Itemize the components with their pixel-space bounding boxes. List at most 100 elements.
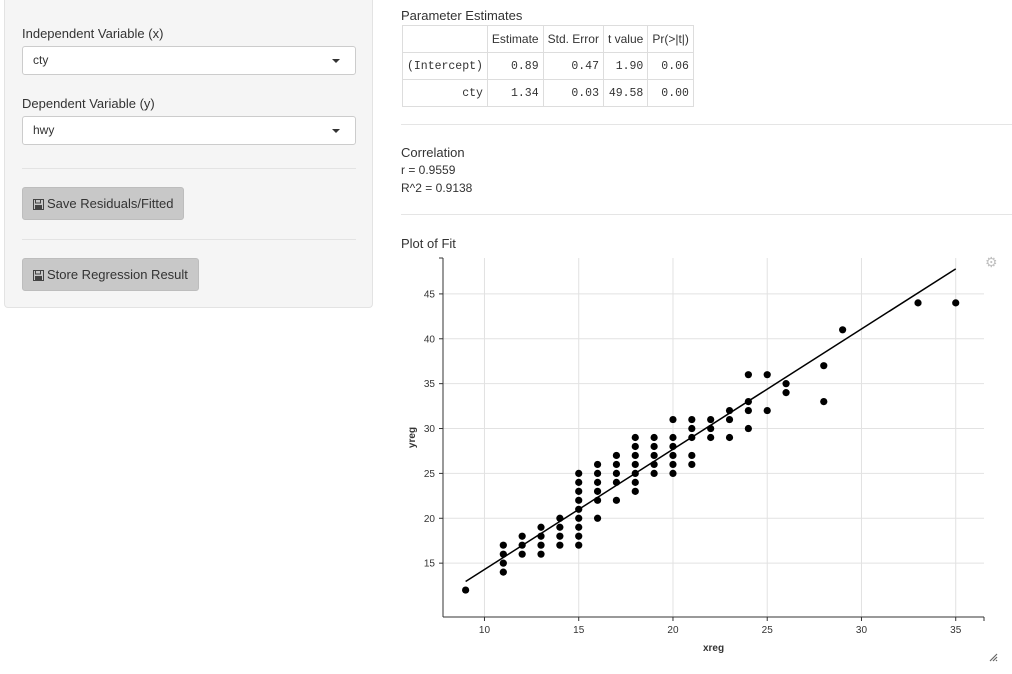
chevron-down-icon xyxy=(332,59,340,63)
save-residuals-button[interactable]: Save Residuals/Fitted xyxy=(22,187,185,221)
y-axis-title: yreg xyxy=(407,427,418,448)
y-variable-label: Dependent Variable (y) xyxy=(22,96,155,111)
data-point xyxy=(669,451,677,460)
correlation-r-squared: R^2 = 0.9138 xyxy=(401,181,473,195)
parameter-estimates-table: Estimate Std. Error t value Pr(>|t|) (In… xyxy=(402,25,694,107)
data-point xyxy=(744,406,752,415)
table-cell: 0.06 xyxy=(647,52,694,80)
data-point xyxy=(707,424,715,433)
data-point xyxy=(593,478,602,486)
data-point xyxy=(537,550,545,558)
x-variable-select[interactable]: cty xyxy=(22,46,356,75)
divider xyxy=(22,239,356,240)
y-tick-label: 40 xyxy=(424,334,436,345)
data-point xyxy=(669,469,677,477)
data-point xyxy=(575,469,583,477)
data-point xyxy=(650,451,658,460)
chevron-down-icon xyxy=(332,129,340,133)
data-point xyxy=(820,362,828,370)
data-point xyxy=(707,415,715,424)
data-point xyxy=(575,505,583,513)
table-cell: (Intercept) xyxy=(402,52,488,80)
data-point xyxy=(669,415,677,424)
data-point xyxy=(556,523,564,531)
data-point xyxy=(631,469,639,477)
table-row: cty 1.34 0.03 49.58 0.00 xyxy=(402,79,694,107)
resize-handle-icon[interactable] xyxy=(989,653,998,662)
data-point xyxy=(462,586,470,594)
data-point xyxy=(631,478,639,486)
data-point xyxy=(631,433,639,442)
table-header: Pr(>|t|) xyxy=(647,25,694,53)
data-point xyxy=(537,523,545,531)
parameter-estimates-title: Parameter Estimates xyxy=(401,8,523,23)
data-point xyxy=(744,424,752,433)
divider xyxy=(401,124,1012,125)
table-cell: 1.34 xyxy=(486,79,544,107)
data-point xyxy=(575,523,583,531)
table-cell: 0.47 xyxy=(542,52,604,80)
correlation-title: Correlation xyxy=(401,145,465,160)
plot-title: Plot of Fit xyxy=(401,236,456,251)
data-point xyxy=(688,415,696,424)
divider xyxy=(22,168,356,169)
x-tick-label: 15 xyxy=(573,625,585,636)
y-tick-label: 45 xyxy=(424,289,436,300)
data-point xyxy=(688,433,696,442)
table-cell: cty xyxy=(402,79,488,107)
data-point xyxy=(537,532,545,540)
data-point xyxy=(650,469,658,477)
data-point xyxy=(669,433,677,442)
store-regression-label: Store Regression Result xyxy=(47,267,188,282)
data-point xyxy=(688,460,696,469)
data-point xyxy=(575,532,583,540)
y-variable-value: hwy xyxy=(33,123,55,137)
data-point xyxy=(688,424,696,433)
data-point xyxy=(575,541,583,549)
data-point xyxy=(839,326,847,334)
data-point xyxy=(725,415,734,424)
data-point xyxy=(518,541,526,549)
data-point xyxy=(593,496,602,504)
data-point xyxy=(725,433,734,442)
fit-plot: 10 15 20 25 30 35 15 20 25 30 35 40 45 xreg yreg xyxy=(407,257,985,654)
x-variable-label: Independent Variable (x) xyxy=(22,26,164,41)
data-point xyxy=(499,559,507,567)
x-axis-title: xreg xyxy=(703,643,724,654)
data-point xyxy=(744,371,752,379)
data-point xyxy=(556,514,564,522)
data-point xyxy=(669,442,677,451)
data-point xyxy=(631,451,639,460)
data-point xyxy=(518,550,526,558)
data-point xyxy=(612,469,621,477)
data-point xyxy=(499,568,507,576)
table-header: Estimate xyxy=(486,25,544,53)
x-tick-label: 35 xyxy=(950,625,962,636)
divider xyxy=(401,214,1012,215)
floppy-disk-icon xyxy=(33,190,44,221)
data-point xyxy=(631,442,639,451)
table-header: t value xyxy=(602,25,649,53)
data-point xyxy=(518,532,526,540)
x-variable-value: cty xyxy=(33,53,49,67)
table-header: Std. Error xyxy=(542,25,604,53)
table-header-row: Estimate Std. Error t value Pr(>|t|) xyxy=(402,25,694,53)
data-point xyxy=(952,299,960,307)
data-point xyxy=(782,380,790,388)
table-cell: 0.03 xyxy=(542,79,604,107)
gear-icon[interactable]: ⚙ xyxy=(985,254,998,270)
y-tick-label: 25 xyxy=(424,469,436,480)
store-regression-button[interactable]: Store Regression Result xyxy=(22,258,199,291)
data-point xyxy=(593,487,602,495)
data-point xyxy=(688,451,696,460)
correlation-r: r = 0.9559 xyxy=(401,163,456,177)
data-point xyxy=(499,550,507,558)
data-point xyxy=(556,541,564,549)
y-variable-select[interactable]: hwy xyxy=(22,116,356,145)
data-point xyxy=(612,478,621,486)
data-point xyxy=(631,487,639,495)
data-point xyxy=(575,514,583,522)
save-residuals-label: Save Residuals/Fitted xyxy=(47,196,174,211)
data-point xyxy=(650,460,658,469)
floppy-disk-icon xyxy=(33,261,44,292)
